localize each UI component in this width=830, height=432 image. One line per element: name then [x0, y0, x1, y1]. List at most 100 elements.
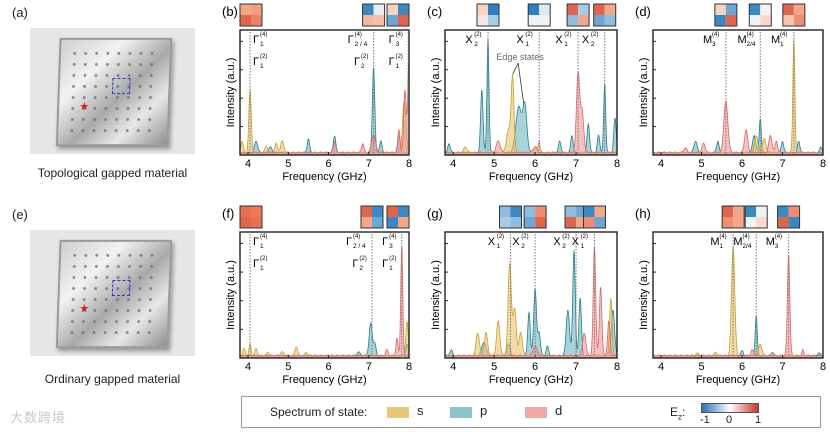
mode-pattern-cell	[535, 217, 547, 228]
spectrum-panel: 4 5 6 7 8 Frequency (GHz) Intensity (a.u.) (g) X…	[427, 205, 620, 386]
marker-label-sup: (4)	[712, 32, 719, 38]
mode-pattern-cell	[722, 217, 734, 228]
marker-label-sup: (2)	[525, 32, 532, 38]
mode-pattern-cell	[539, 4, 551, 15]
marker-label-base: M	[710, 236, 719, 248]
x-tick-label: 7	[573, 361, 579, 373]
mode-pattern-cell	[371, 217, 383, 228]
mode-pattern-cell	[756, 217, 768, 228]
mode-pattern-cell	[528, 15, 540, 26]
marker-label-sup: (2)	[389, 256, 396, 262]
x-tick-label: 6	[325, 361, 331, 373]
x-tick-label: 8	[820, 361, 826, 373]
marker-label-sub: 1	[396, 63, 400, 70]
mode-pattern	[714, 3, 738, 27]
marker-label-base: Γ	[348, 34, 354, 46]
x-tick-label: 4	[658, 361, 664, 373]
mode-pattern-frame	[566, 3, 590, 27]
mode-pattern	[782, 3, 806, 27]
y-axis-label: Intensity (a.u.)	[225, 58, 237, 128]
marker-label-base: X	[555, 34, 563, 46]
plot-frame	[652, 29, 824, 156]
panel-label: (b)	[222, 4, 238, 19]
mode-pattern-cell	[782, 15, 794, 26]
mode-pattern	[748, 3, 772, 27]
mode-pattern-cell	[578, 4, 590, 15]
mode-pattern-cell	[362, 15, 374, 26]
mode-pattern-frame	[499, 205, 523, 229]
marker-label-base: Γ	[382, 236, 388, 248]
mode-pattern-frame	[523, 205, 547, 229]
legend-swatch-d	[525, 407, 547, 418]
marker-label-sup: (2)	[396, 54, 403, 60]
x-tick-label: 4	[450, 361, 456, 373]
legend: Spectrum of state: s p d Ez: -1 0 1	[241, 396, 821, 428]
marker-label-sup: (2)	[562, 234, 569, 240]
marker-label-sup: (4)	[742, 234, 749, 240]
mode-pattern-cell	[387, 4, 398, 15]
mode-pattern	[744, 205, 768, 229]
marker-label-sub: 1	[581, 243, 585, 250]
mode-pattern-frame	[386, 3, 410, 27]
marker-label-sub: 1	[780, 41, 784, 48]
legend-swatch-s	[387, 407, 409, 418]
mode-pattern	[476, 3, 500, 27]
marker-label-sup: (2)	[497, 234, 504, 240]
series-p-area	[653, 315, 823, 358]
marker-label-base: Γ	[354, 56, 360, 68]
x-tick-label: 8	[406, 158, 412, 170]
mode-pattern-cell	[387, 217, 398, 228]
mode-pattern-cell	[510, 206, 522, 217]
x-tick-label: 4	[245, 361, 251, 373]
plot-frame	[239, 29, 410, 156]
mode-pattern	[593, 3, 617, 27]
marker-label-base: Γ	[253, 258, 259, 270]
legend-label-s: s	[417, 403, 424, 418]
panel-label: (d)	[635, 4, 651, 19]
mode-pattern-cell	[722, 206, 734, 217]
caption-ordinary: Ordinary gapped material	[44, 372, 181, 386]
marker-label-sup: (2)	[260, 54, 267, 60]
colorbar-label-base: E	[670, 405, 679, 419]
legend-title: Spectrum of state:	[270, 405, 368, 419]
mode-pattern-cell	[360, 217, 372, 228]
y-axis-label: Intensity (a.u.)	[430, 260, 442, 330]
marker-label-base: X	[512, 236, 520, 248]
mode-pattern-cell	[251, 206, 262, 217]
x-tick-label: 6	[532, 158, 538, 170]
marker-label-base: X	[572, 236, 580, 248]
mode-pattern-cell	[477, 4, 488, 15]
mode-pattern-cell	[488, 15, 499, 26]
marker-label-base: X	[488, 236, 496, 248]
mode-pattern-cell	[524, 217, 536, 228]
series-s-area	[240, 88, 409, 155]
series-d-area	[240, 55, 409, 155]
marker-label-sup: (2)	[591, 32, 598, 38]
series-s-area	[445, 74, 617, 155]
mode-pattern-cell	[565, 206, 577, 217]
mode-pattern-cell	[793, 4, 805, 15]
series-d-area	[445, 246, 617, 358]
legend-label-p: p	[480, 403, 488, 418]
mode-pattern	[566, 3, 590, 27]
mode-pattern-cell	[782, 4, 794, 15]
x-axis-label: Frequency (GHz)	[282, 374, 366, 386]
mode-pattern-cell	[240, 4, 251, 15]
mode-pattern-cell	[749, 15, 761, 26]
plot-frame	[444, 231, 618, 359]
panel-label-a: (a)	[12, 5, 28, 20]
mode-pattern-frame	[721, 205, 745, 229]
x-axis-label: Frequency (GHz)	[696, 374, 780, 386]
marker-label-base: M	[703, 34, 712, 46]
annotation-pointer	[512, 62, 519, 75]
mode-pattern-frame	[593, 3, 617, 27]
colorbar-tick: 1	[755, 414, 762, 426]
x-axis-label: Frequency (GHz)	[282, 171, 366, 183]
spectrum-panel: 4 5 6 7 8 Frequency (GHz) Intensity (a.u.) (f) Γ…	[222, 205, 412, 386]
marker-label-sub: 2 / 4	[353, 243, 366, 250]
mode-pattern-cell	[777, 217, 789, 228]
mode-pattern-cell	[387, 15, 398, 26]
panel-label: (f)	[222, 206, 234, 221]
marker-label-base: Γ	[253, 236, 259, 248]
